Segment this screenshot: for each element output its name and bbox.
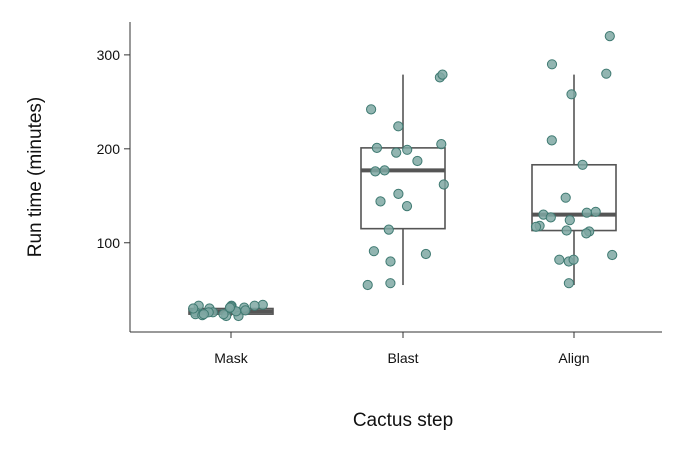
points-blast [362, 69, 449, 291]
data-point [383, 224, 394, 235]
data-point [545, 212, 556, 223]
y-tick-label: 200 [97, 141, 121, 157]
points-mask [188, 299, 268, 322]
data-point [437, 69, 448, 80]
data-point [393, 121, 404, 132]
x-tick-label: Blast [387, 350, 418, 366]
data-point [391, 147, 402, 158]
data-point [385, 256, 396, 267]
interquartile-box [360, 147, 446, 230]
data-point [401, 201, 413, 212]
x-ticks: Mask Blast Align [214, 332, 590, 366]
data-point [581, 207, 592, 218]
x-tick-label: Align [558, 350, 589, 366]
data-point [371, 142, 382, 153]
data-point [604, 30, 615, 42]
y-tick-label: 100 [97, 235, 121, 251]
data-point [546, 59, 558, 70]
points-align [530, 30, 618, 289]
data-point [385, 278, 396, 289]
data-point [561, 225, 572, 236]
data-point [375, 196, 386, 207]
data-point [601, 68, 612, 79]
data-point [368, 246, 379, 257]
data-point [568, 254, 579, 265]
data-point [240, 305, 251, 316]
data-point [188, 303, 199, 314]
y-axis-title: Run time (minutes) [25, 97, 46, 258]
data-point [366, 104, 377, 115]
data-point [379, 165, 390, 176]
data-point [420, 248, 431, 260]
box-align [531, 74, 617, 286]
data-point [554, 254, 565, 265]
data-point [590, 206, 601, 217]
data-point [362, 279, 373, 291]
points [188, 30, 618, 322]
data-point [436, 139, 447, 150]
data-point [393, 188, 404, 199]
data-point [224, 302, 235, 313]
y-tick-label: 300 [97, 47, 121, 63]
data-point [198, 309, 209, 320]
data-point [560, 192, 571, 203]
x-tick-label: Mask [214, 350, 248, 366]
data-point [566, 89, 577, 100]
data-point [607, 249, 618, 261]
data-point [577, 159, 588, 170]
y-ticks: 100 200 300 [97, 47, 130, 251]
data-point [546, 135, 557, 146]
data-point [370, 166, 381, 177]
interquartile-box [531, 163, 617, 232]
axes [129, 22, 662, 333]
data-point [218, 309, 229, 320]
data-point [412, 155, 423, 167]
data-point [564, 215, 575, 226]
data-point [402, 144, 413, 155]
x-axis-title: Cactus step [353, 410, 453, 431]
data-point [249, 300, 260, 311]
data-point [530, 221, 542, 232]
data-point [563, 278, 575, 289]
data-point [438, 179, 449, 190]
data-point [581, 228, 592, 239]
